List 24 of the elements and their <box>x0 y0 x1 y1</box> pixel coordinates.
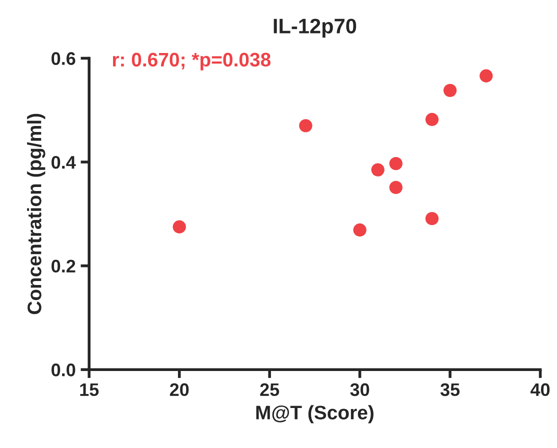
y-tick-label: 0.4 <box>52 156 76 169</box>
x-tick-label: 25 <box>260 383 280 396</box>
x-axis-title: M@T (Score) <box>256 405 374 424</box>
point <box>425 212 439 226</box>
point <box>443 84 457 97</box>
x-tick-label: 30 <box>350 383 370 396</box>
annotation: r: 0.670; *p=0.038 <box>112 52 271 70</box>
point <box>371 163 384 176</box>
x-tick-label: 35 <box>440 383 460 396</box>
y-axis-title: Concentration (pg/ml) <box>27 114 46 314</box>
y-tick-label: 0.6 <box>52 52 76 65</box>
point <box>299 119 312 132</box>
point <box>389 156 403 170</box>
point <box>389 180 403 194</box>
point <box>353 223 366 237</box>
chart-title: IL-12p70 <box>274 18 356 38</box>
x-tick-label: 20 <box>170 383 189 396</box>
point <box>480 69 493 82</box>
y-tick-label: 0.0 <box>52 364 76 376</box>
x-tick-label: 15 <box>80 383 99 396</box>
point <box>425 112 439 126</box>
point <box>172 220 186 234</box>
y-tick-label: 0.2 <box>52 260 76 273</box>
x-tick-label: 40 <box>530 383 550 396</box>
